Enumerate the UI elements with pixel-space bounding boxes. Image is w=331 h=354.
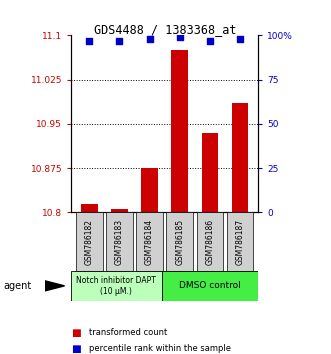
Bar (76, 212, 103, 271)
Text: percentile rank within the sample: percentile rank within the sample (89, 344, 231, 353)
Bar (171, 50, 188, 212)
Point (147, 36, 152, 42)
Bar (106, 212, 133, 271)
Polygon shape (45, 281, 65, 291)
Point (87, 38, 92, 44)
Text: DMSO control: DMSO control (179, 281, 241, 290)
Bar (227, 212, 253, 271)
Text: GSM786184: GSM786184 (145, 218, 154, 265)
Text: GDS4488 / 1383368_at: GDS4488 / 1383368_at (94, 23, 237, 36)
Bar (136, 212, 163, 271)
Bar (71, 271, 162, 301)
Bar (197, 212, 223, 271)
Bar (166, 212, 193, 271)
Point (207, 38, 213, 44)
Point (117, 38, 122, 44)
Text: agent: agent (3, 281, 31, 291)
Bar (202, 133, 218, 212)
Text: GSM786183: GSM786183 (115, 218, 124, 265)
Bar (232, 103, 248, 212)
Text: transformed count: transformed count (89, 328, 167, 337)
Text: Notch inhibitor DAPT
(10 μM.): Notch inhibitor DAPT (10 μM.) (76, 276, 156, 296)
Text: GSM786182: GSM786182 (85, 219, 94, 264)
Point (177, 34, 182, 40)
Bar (111, 210, 128, 212)
Text: ■: ■ (71, 344, 81, 354)
Bar (162, 271, 258, 301)
Text: ■: ■ (71, 328, 81, 338)
Bar (141, 168, 158, 212)
Bar (81, 204, 98, 212)
Text: GSM786186: GSM786186 (206, 218, 214, 265)
Text: GSM786187: GSM786187 (236, 218, 245, 265)
Point (237, 36, 243, 42)
Text: GSM786185: GSM786185 (175, 218, 184, 265)
